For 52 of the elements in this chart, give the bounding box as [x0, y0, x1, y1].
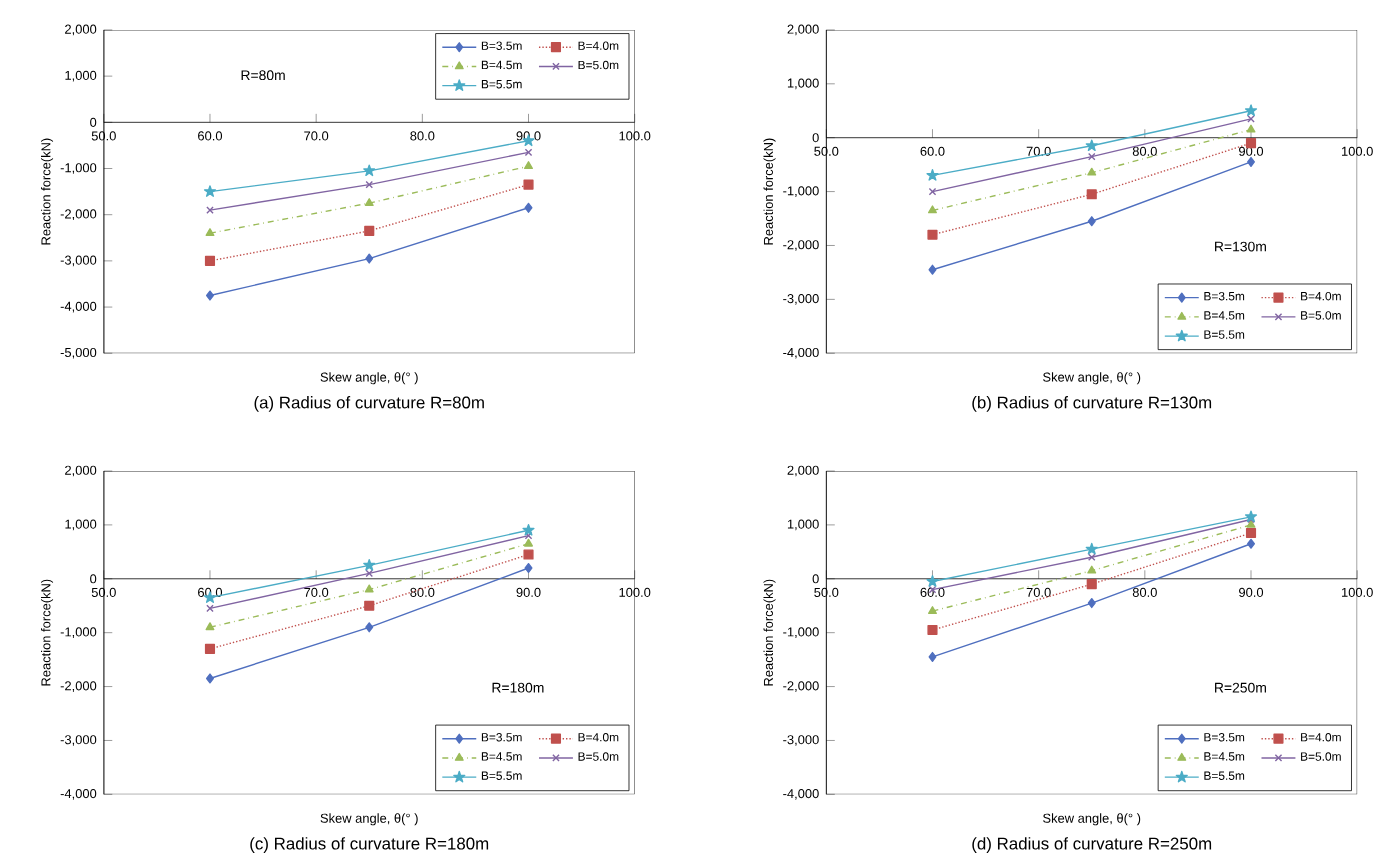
- point: [927, 624, 938, 635]
- point: [365, 253, 374, 264]
- point: [365, 569, 374, 578]
- point: [205, 622, 215, 631]
- point: [364, 584, 374, 593]
- point: [1087, 152, 1096, 161]
- point: [524, 161, 533, 169]
- point: [1086, 189, 1097, 200]
- point: [363, 558, 376, 571]
- point: [1247, 538, 1255, 549]
- point: [523, 549, 534, 560]
- point: [928, 264, 937, 275]
- text: (a) Radius of curvature R=80m: [254, 395, 484, 412]
- point: [524, 538, 533, 547]
- point: [928, 651, 937, 662]
- point: [203, 185, 217, 197]
- point: [523, 179, 534, 190]
- point: [1086, 579, 1097, 590]
- point: [1244, 104, 1258, 116]
- point: [524, 202, 533, 213]
- point: [927, 205, 937, 214]
- point: [1087, 553, 1096, 561]
- point: [365, 622, 374, 633]
- point: [1085, 139, 1098, 151]
- point: [364, 225, 375, 236]
- point: [1087, 597, 1096, 609]
- text: (b) Radius of curvature R=130m: [972, 395, 1212, 412]
- point: [1087, 216, 1096, 227]
- text: (d) Radius of curvature R=250m: [972, 837, 1212, 853]
- point: [522, 523, 535, 536]
- point: [364, 600, 375, 611]
- text: (c) Radius of curvature R=180m: [250, 837, 489, 853]
- point: [364, 197, 374, 206]
- point: [927, 229, 938, 240]
- point: [204, 643, 216, 654]
- point: [1085, 542, 1098, 555]
- point: [205, 228, 215, 236]
- point: [365, 180, 374, 189]
- point: [1087, 167, 1097, 176]
- point: [204, 255, 216, 266]
- point: [1244, 510, 1258, 523]
- point: [1246, 124, 1256, 133]
- point: [206, 673, 214, 684]
- point: [926, 168, 939, 181]
- point: [1087, 565, 1097, 574]
- point: [363, 164, 376, 177]
- point: [524, 562, 533, 573]
- point: [927, 605, 937, 614]
- point: [926, 575, 939, 587]
- point: [1245, 527, 1257, 538]
- point: [1247, 156, 1255, 167]
- point: [206, 290, 214, 301]
